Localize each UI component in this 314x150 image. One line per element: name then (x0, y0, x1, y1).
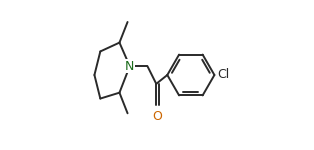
Text: O: O (153, 110, 162, 123)
Text: N: N (125, 60, 134, 73)
Text: Cl: Cl (217, 69, 229, 81)
